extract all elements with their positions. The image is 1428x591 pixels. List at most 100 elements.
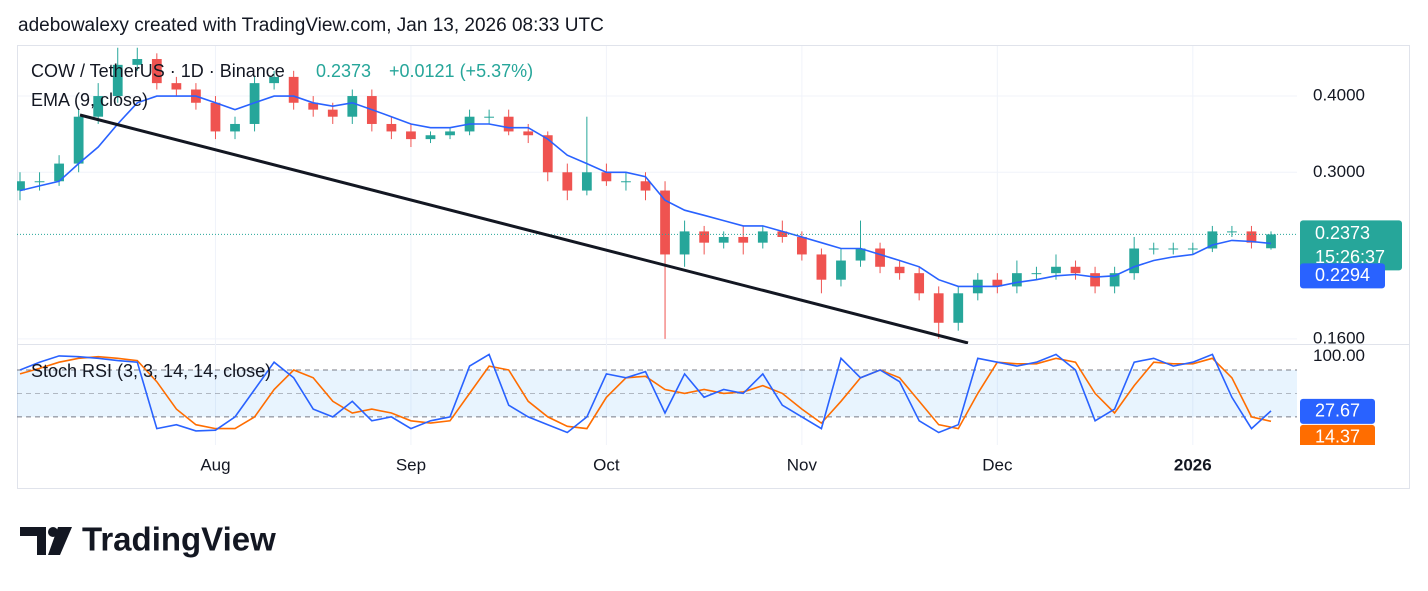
candle-body xyxy=(288,76,299,103)
candle-body xyxy=(855,248,866,261)
candle-body xyxy=(327,109,338,117)
stoch-value-box xyxy=(1300,424,1375,445)
stoch-value-box xyxy=(1300,398,1375,424)
y-tick-label: 0.4000 xyxy=(1313,86,1365,105)
y-tick-label: 0.3000 xyxy=(1313,162,1365,181)
x-tick-label: Sep xyxy=(396,455,426,474)
candle-body xyxy=(54,163,64,182)
candle-body xyxy=(933,293,944,323)
candle-body xyxy=(386,123,397,132)
stoch-scale: 100.00 27.67 14.37 xyxy=(1300,346,1375,447)
candle-body xyxy=(640,181,651,191)
candle-body xyxy=(1168,248,1179,250)
logo-icon xyxy=(20,527,46,555)
candle-body xyxy=(425,135,436,140)
candle-body xyxy=(1187,248,1198,250)
x-tick-label: 2026 xyxy=(1174,455,1212,474)
candle-body xyxy=(894,266,905,274)
candle-body xyxy=(1148,248,1159,250)
candle-body xyxy=(679,231,690,255)
candle-body xyxy=(953,293,964,323)
brand: TradingView xyxy=(82,521,276,558)
ema-line xyxy=(19,95,1272,288)
stoch-pane xyxy=(17,353,1297,434)
candle-body xyxy=(1012,273,1022,287)
candle-body xyxy=(523,131,534,136)
candle-body xyxy=(93,96,104,117)
last-price-label: 0.2373 xyxy=(1315,223,1370,243)
candle-body xyxy=(1246,231,1257,243)
candle-body xyxy=(151,59,162,84)
x-tick-label: Dec xyxy=(982,455,1013,474)
candle-body xyxy=(17,181,25,191)
candle-body xyxy=(660,190,670,255)
candle-body xyxy=(1207,231,1218,249)
countdown-label: 15:26:37 xyxy=(1315,247,1385,267)
symbol-title: COW / TetherUS · 1D · Binance xyxy=(31,61,285,81)
trend-line xyxy=(79,113,969,344)
candle-body xyxy=(581,172,592,191)
stoch-value-label: 27.67 xyxy=(1315,401,1360,421)
candle-body xyxy=(601,172,612,182)
candle-body xyxy=(445,131,455,136)
ema-price-box xyxy=(1300,263,1385,289)
candle-body xyxy=(992,279,1003,287)
candle-body xyxy=(112,64,123,97)
candle-body xyxy=(503,116,514,132)
candle-body xyxy=(269,76,279,84)
candle-body xyxy=(34,181,45,183)
x-tick-label: Nov xyxy=(787,455,818,474)
y-tick-label: 100.00 xyxy=(1313,346,1365,365)
stoch-value-label: 14.37 xyxy=(1315,427,1360,447)
candle-body xyxy=(1129,248,1140,274)
candle-body xyxy=(230,123,240,132)
candle-body xyxy=(1051,266,1061,274)
candle-body xyxy=(836,260,846,280)
candle-body xyxy=(1227,231,1237,233)
candle-body xyxy=(347,96,358,117)
candle-body xyxy=(1090,273,1100,287)
candle-body xyxy=(210,102,221,132)
ema-price-label: 0.2294 xyxy=(1315,265,1370,285)
candle-body xyxy=(757,231,768,243)
candle-body xyxy=(621,181,631,183)
grid xyxy=(18,46,1297,445)
candle-body xyxy=(484,116,495,118)
candle-body xyxy=(1109,273,1120,287)
legend-price: 0.2373 xyxy=(316,61,371,81)
last-price-box xyxy=(1300,220,1402,271)
candle-body xyxy=(718,236,729,243)
ema-legend: EMA (9, close) xyxy=(31,90,148,110)
candle-body xyxy=(562,172,573,191)
stoch-legend: Stoch RSI (3, 3, 14, 14, close) xyxy=(31,361,271,381)
candle-body xyxy=(1266,234,1276,249)
candle-body xyxy=(699,231,710,243)
attribution: adebowalexy created with TradingView.com… xyxy=(18,15,604,36)
x-tick-label: Aug xyxy=(200,455,230,474)
logo: TradingView xyxy=(20,521,276,558)
candle-body xyxy=(171,83,182,90)
candle-body xyxy=(132,59,143,65)
price-pane xyxy=(17,47,1297,339)
candle-body xyxy=(1070,266,1081,274)
candle-body xyxy=(1031,273,1042,275)
candle-body xyxy=(542,135,553,173)
candle-body xyxy=(73,116,84,164)
stoch-line xyxy=(19,353,1272,434)
candle-body xyxy=(738,236,749,243)
candle-body xyxy=(308,102,319,110)
y-tick-label: 0.1600 xyxy=(1313,328,1365,347)
candle-body xyxy=(796,236,807,255)
x-tick-label: Oct xyxy=(593,455,620,474)
legend-change: +0.0121 (+5.37%) xyxy=(389,61,533,81)
price-scale: 0.4000 0.3000 0.1600 0.2373 15:26:370.2294 xyxy=(1300,86,1402,347)
candle-body xyxy=(914,273,925,294)
time-axis: Aug Sep Oct Nov Dec 2026 xyxy=(200,455,1211,474)
candle-body xyxy=(816,254,827,280)
logo-icon xyxy=(48,527,72,555)
candle-body xyxy=(875,248,885,267)
candle-body xyxy=(406,131,416,140)
chart-frame xyxy=(17,45,1410,489)
